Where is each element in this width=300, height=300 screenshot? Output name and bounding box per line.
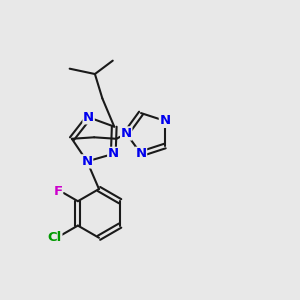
Text: N: N bbox=[136, 147, 147, 160]
Text: N: N bbox=[121, 127, 132, 140]
Text: N: N bbox=[108, 147, 119, 161]
Text: Cl: Cl bbox=[48, 230, 62, 244]
Text: N: N bbox=[159, 114, 170, 128]
Text: N: N bbox=[83, 111, 94, 124]
Text: F: F bbox=[53, 185, 63, 198]
Text: N: N bbox=[82, 155, 93, 168]
